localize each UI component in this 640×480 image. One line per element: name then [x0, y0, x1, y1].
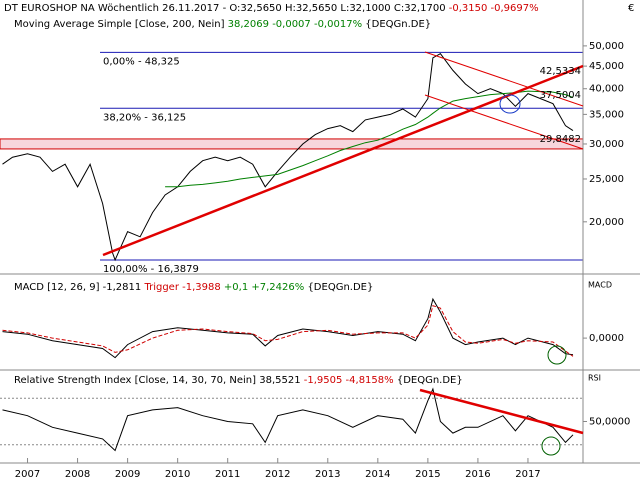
y-tick-label: 25,000	[589, 174, 624, 185]
fib-label: 0,00% - 48,325	[103, 56, 180, 67]
x-tick-label: 2013	[315, 469, 340, 480]
x-tick-label: 2017	[515, 469, 540, 480]
level-label: 29,8482	[540, 134, 581, 145]
price-header: DT EUROSHOP NA Wöchentlich 26.11.2017 - …	[4, 3, 539, 14]
highlight-circle	[541, 436, 561, 456]
x-tick-label: 2016	[465, 469, 490, 480]
y-tick-label: 50,000	[589, 41, 624, 52]
y-tick-label: 40,000	[589, 84, 624, 95]
x-tick-label: 2011	[215, 469, 240, 480]
series-line	[165, 90, 574, 188]
currency: €	[628, 3, 634, 14]
channel-line	[424, 94, 584, 150]
x-tick-label: 2012	[265, 469, 290, 480]
rsi-trend-line	[419, 388, 584, 435]
sma-header: Moving Average Simple [Close, 200, Nein]…	[14, 19, 431, 30]
rsi-header: Relative Strength Index [Close, 14, 30, …	[14, 375, 463, 386]
y-tick-label: 0,0000	[589, 333, 624, 344]
highlight-circle	[499, 94, 521, 114]
fib-label: 100,00% - 16,3879	[103, 264, 199, 275]
y-tick-label: 45,000	[589, 61, 624, 72]
x-tick-label: 2007	[15, 469, 40, 480]
level-band	[0, 138, 584, 150]
x-tick-label: 2014	[365, 469, 390, 480]
x-tick-label: 2010	[165, 469, 190, 480]
y-tick-label: 30,000	[589, 139, 624, 150]
series-line	[2, 387, 574, 452]
series-line	[2, 297, 574, 359]
y-tick-label: 20,000	[589, 217, 624, 228]
y-tick-label: 35,000	[589, 109, 624, 120]
level-label: 37,5004	[540, 90, 581, 101]
panel-label: RSI	[588, 374, 601, 383]
y-tick-label: 50,0000	[589, 416, 630, 427]
channel-line	[424, 51, 584, 107]
x-tick-label: 2008	[65, 469, 90, 480]
macd-header: MACD [12, 26, 9] -1,2811 Trigger -1,3988…	[14, 282, 373, 293]
x-tick-label: 2015	[415, 469, 440, 480]
marks	[0, 51, 584, 452]
level-label: 42,5334	[540, 66, 581, 77]
series-line	[2, 304, 574, 357]
x-tick-label: 2009	[115, 469, 140, 480]
fib-label: 38,20% - 36,125	[103, 112, 186, 123]
panel-label: MACD	[588, 281, 612, 290]
highlight-circle	[547, 345, 567, 365]
series-line	[2, 53, 574, 262]
